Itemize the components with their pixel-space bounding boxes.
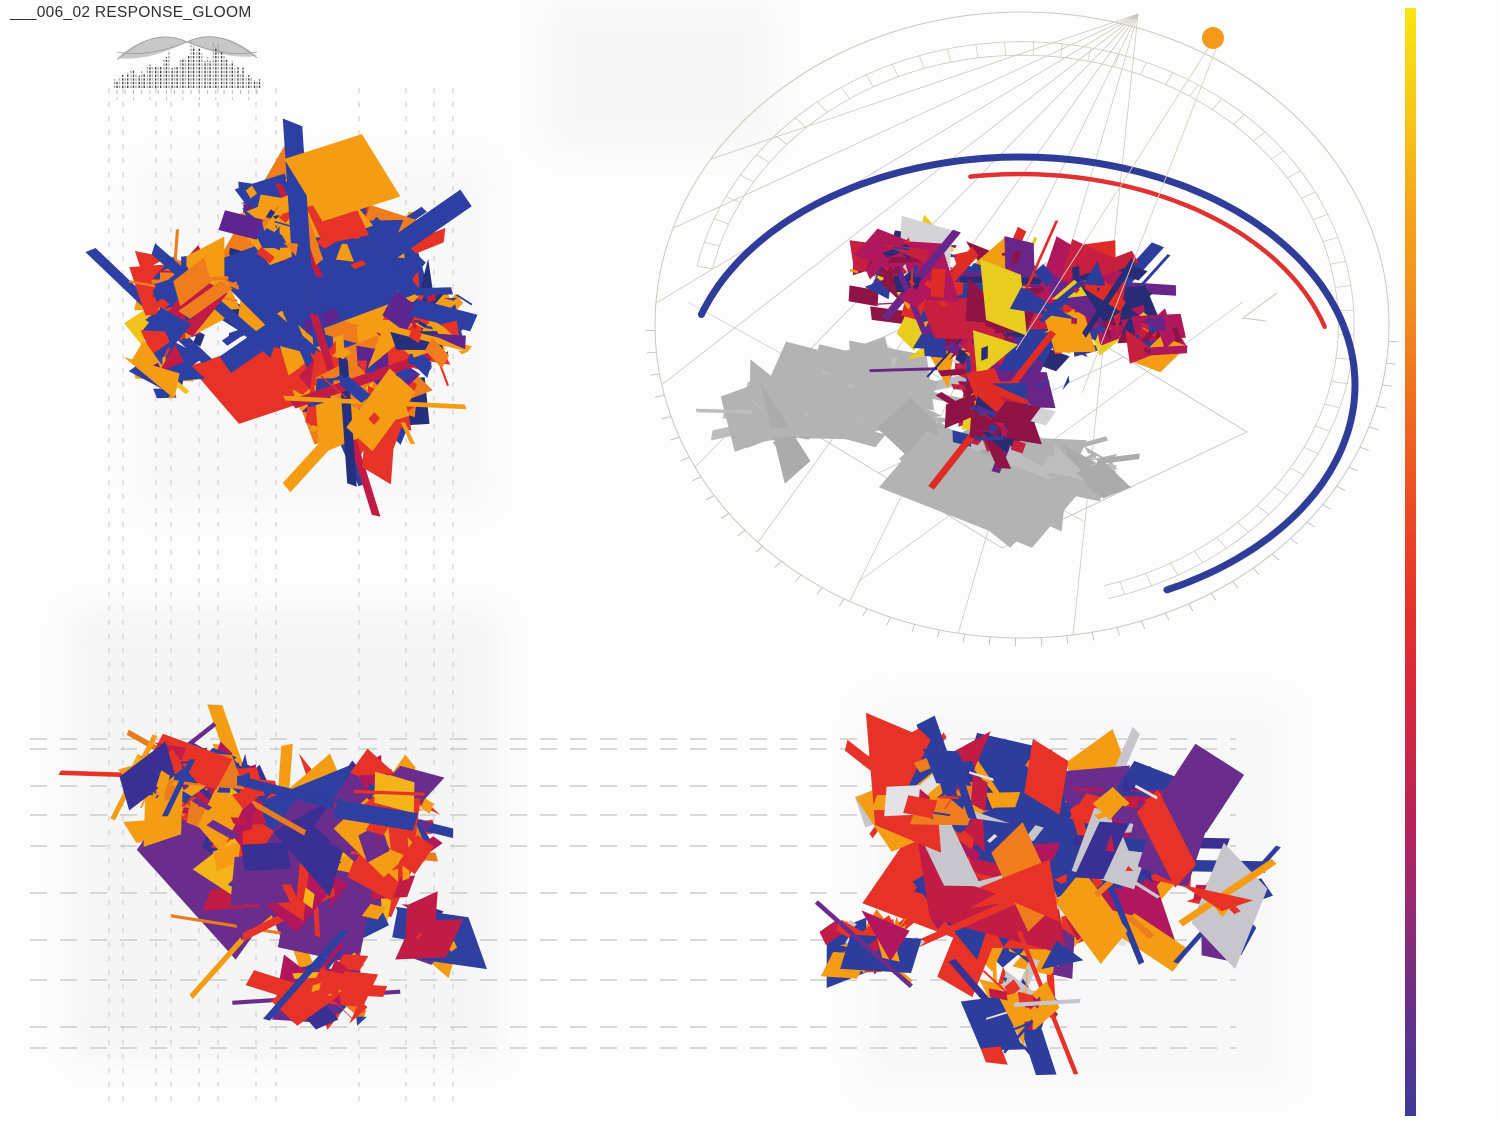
colorbar-gradient [1405,8,1416,1116]
cluster-plan-right [814,712,1281,1076]
sun-arcs [697,153,1359,594]
cluster-perspective [848,214,1188,490]
page-title: ___006_02 RESPONSE_GLOOM [10,4,252,21]
sun-dot-icon [1202,27,1224,49]
cluster-elevation [85,118,478,517]
sun-path-diagram [645,11,1399,647]
mini-histogram [113,36,261,100]
cluster-plan-left [58,704,487,1030]
sun-rays [1015,46,1217,394]
